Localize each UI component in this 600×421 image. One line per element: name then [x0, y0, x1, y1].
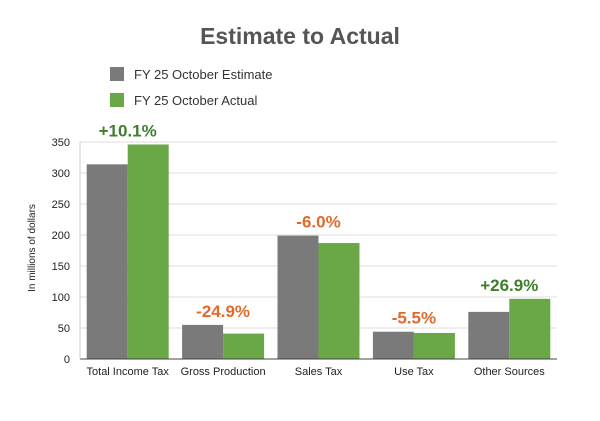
x-tick-label: Use Tax: [394, 366, 434, 378]
bar-actual: [223, 333, 265, 359]
y-tick-label: 50: [58, 323, 70, 335]
y-tick-label: 0: [64, 354, 70, 366]
bar-estimate: [372, 331, 414, 359]
percent-change-label: +10.1%: [99, 121, 157, 140]
bars: [86, 144, 551, 359]
bar-estimate: [277, 235, 319, 359]
y-axis-ticks: 0 50 100 150 200 250 300 350: [52, 137, 70, 366]
bar-estimate: [86, 164, 128, 359]
y-tick-label: 250: [52, 199, 70, 211]
chart-title: Estimate to Actual: [200, 23, 400, 49]
y-tick-label: 300: [52, 168, 70, 180]
y-axis-label: In millions of dollars: [27, 204, 38, 292]
bar-actual: [413, 332, 455, 359]
percent-change-label: -6.0%: [296, 213, 340, 232]
annotations: +10.1% -24.9% -6.0% -5.5% +26.9%: [99, 121, 539, 327]
legend-swatch-actual: [110, 93, 124, 107]
legend: FY 25 October Estimate FY 25 October Act…: [110, 67, 273, 108]
y-tick-label: 350: [52, 137, 70, 149]
bar-estimate: [468, 311, 510, 359]
legend-label-estimate: FY 25 October Estimate: [134, 67, 273, 82]
bar-actual: [318, 243, 360, 359]
x-tick-label: Gross Production: [181, 366, 266, 378]
legend-label-actual: FY 25 October Actual: [134, 93, 257, 108]
x-axis-labels: Total Income Tax Gross Production Sales Ta…: [87, 366, 546, 378]
x-tick-label: Total Income Tax: [87, 366, 170, 378]
bar-estimate: [182, 324, 224, 359]
bar-actual: [509, 298, 551, 359]
y-tick-label: 100: [52, 292, 70, 304]
x-tick-label: Other Sources: [474, 366, 545, 378]
y-tick-label: 200: [52, 230, 70, 242]
percent-change-label: +26.9%: [480, 276, 538, 295]
legend-swatch-estimate: [110, 67, 124, 81]
percent-change-label: -5.5%: [392, 309, 436, 328]
bar-actual: [127, 144, 169, 359]
percent-change-label: -24.9%: [196, 302, 250, 321]
x-tick-label: Sales Tax: [295, 366, 343, 378]
y-tick-label: 150: [52, 261, 70, 273]
